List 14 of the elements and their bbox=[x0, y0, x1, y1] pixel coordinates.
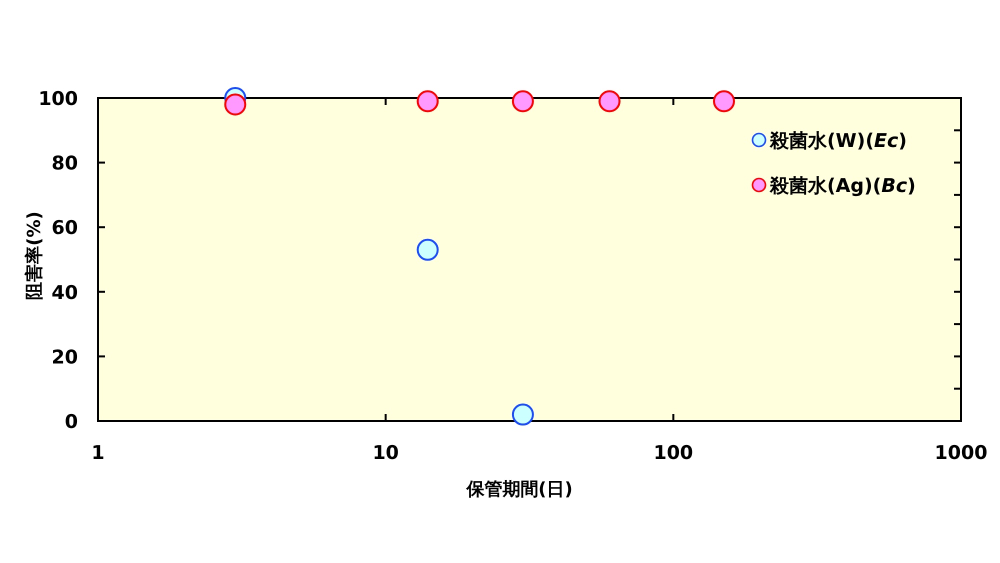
y-tick-label: 0 bbox=[64, 411, 78, 433]
y-tick-label: 80 bbox=[52, 152, 78, 175]
x-tick-label: 100 bbox=[653, 442, 694, 464]
y-tick-label: 40 bbox=[52, 282, 78, 304]
legend-label: 殺菌水(Ag)(Bc) bbox=[769, 175, 916, 197]
y-tick-label: 60 bbox=[52, 217, 78, 240]
x-tick-label: 1000 bbox=[934, 442, 988, 464]
legend-label: 殺菌水(W)(Ec) bbox=[769, 130, 907, 152]
x-tick-label: 1 bbox=[91, 442, 105, 464]
x-tick-label: 10 bbox=[372, 442, 399, 464]
y-tick-label: 100 bbox=[38, 88, 78, 110]
x-axis-title: 保管期間(日) bbox=[465, 479, 573, 500]
y-axis-title: 阻害率(%) bbox=[24, 211, 45, 300]
y-tick-label: 20 bbox=[52, 346, 78, 368]
